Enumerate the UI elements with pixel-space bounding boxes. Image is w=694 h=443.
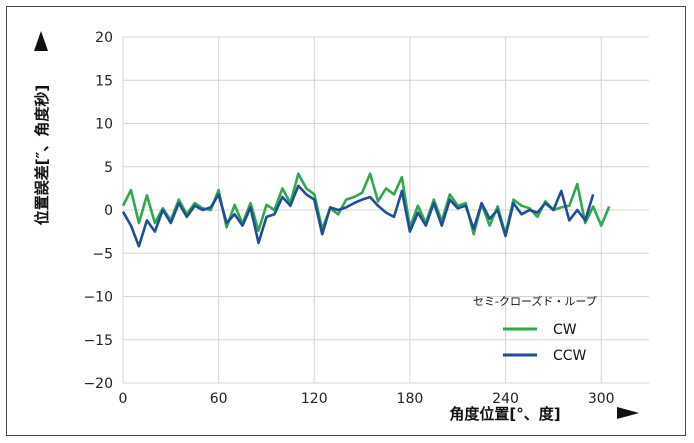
legend-label-ccw: CCW	[553, 348, 587, 364]
x-tick-label: 120	[301, 391, 328, 407]
y-tick-label: 5	[104, 160, 113, 176]
y-tick-label: 0	[104, 203, 113, 219]
series-line-cw	[121, 172, 611, 236]
y-axis-arrow-icon	[34, 31, 48, 51]
x-tick-labels: 0 60 120 180 240 300	[119, 391, 615, 407]
legend-title: セミ-クローズド・ループ	[473, 294, 597, 308]
series-line-ccw	[121, 184, 595, 248]
line-chart: 20 15 10 5 0 −5 −10 −15 −20 0 60 120 180 240 300 位置誤差…	[33, 30, 649, 423]
x-tick-label: 0	[119, 391, 128, 407]
y-tick-label: −15	[83, 333, 113, 349]
y-tick-label: 10	[95, 117, 113, 133]
grid-lines	[122, 36, 649, 384]
y-tick-labels: 20 15 10 5 0 −5 −10 −15 −20	[83, 30, 113, 392]
x-axis-label: 角度位置[°、度]	[449, 405, 560, 423]
chart-frame: 20 15 10 5 0 −5 −10 −15 −20 0 60 120 180 240 300 位置誤差…	[6, 6, 686, 436]
y-axis-label: 位置誤差[″、角度秒]	[33, 85, 51, 225]
series-lines	[121, 172, 611, 248]
y-tick-label: 20	[95, 30, 113, 46]
legend: セミ-クローズド・ループ CW CCW	[473, 294, 597, 364]
x-tick-label: 60	[210, 391, 228, 407]
y-tick-label: −10	[83, 290, 113, 306]
x-tick-label: 300	[588, 391, 615, 407]
y-tick-label: −20	[83, 376, 113, 392]
y-tick-label: −5	[92, 246, 113, 262]
x-tick-label: 180	[397, 391, 424, 407]
legend-label-cw: CW	[553, 322, 577, 338]
y-tick-label: 15	[95, 73, 113, 89]
x-axis-arrow-icon	[617, 407, 639, 419]
x-tick-label: 240	[492, 391, 519, 407]
